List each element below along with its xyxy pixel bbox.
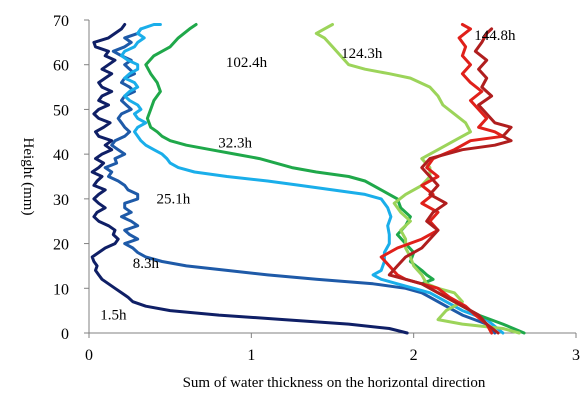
series-label: 32.3h xyxy=(218,135,252,151)
y-axis-title: Height (mm) xyxy=(20,138,36,216)
plot-area xyxy=(88,20,576,335)
series-label: 1.5h xyxy=(100,308,127,324)
series-line-1-5h xyxy=(90,23,409,335)
x-tick-label: 3 xyxy=(572,347,580,364)
series-line-102-4h xyxy=(314,23,521,335)
series-label: 124.3h xyxy=(341,46,383,62)
x-tick-label: 1 xyxy=(247,347,255,364)
x-tick-label: 2 xyxy=(410,347,418,364)
y-tick-label: 50 xyxy=(53,102,69,119)
series-label: 8.3h xyxy=(133,256,160,272)
x-axis-ticks: 0 1 2 3 xyxy=(85,333,580,364)
series-labels: 1.5h 8.3h 25.1h 32.3h 102.4h 124.3h 144.8h xyxy=(100,28,516,323)
series-line-25-1h xyxy=(120,23,505,335)
y-axis-ticks: 0 10 20 30 40 50 60 70 xyxy=(53,13,89,343)
y-tick-label: 70 xyxy=(53,13,69,30)
y-tick-label: 20 xyxy=(53,237,69,254)
x-tick-label: 0 xyxy=(85,347,93,364)
series-label: 102.4h xyxy=(226,55,268,71)
y-tick-label: 60 xyxy=(53,58,69,75)
y-tick-label: 30 xyxy=(53,192,69,209)
x-axis-title: Sum of water thickness on the horizontal… xyxy=(183,375,486,391)
series-label: 144.8h xyxy=(474,28,516,44)
series-label: 25.1h xyxy=(157,191,191,207)
y-tick-label: 0 xyxy=(61,326,69,343)
y-tick-label: 10 xyxy=(53,281,69,298)
series-layer xyxy=(90,23,526,335)
series-line-144-8h xyxy=(387,27,513,335)
y-tick-label: 40 xyxy=(53,147,69,164)
series-line-32-3h xyxy=(144,23,526,335)
